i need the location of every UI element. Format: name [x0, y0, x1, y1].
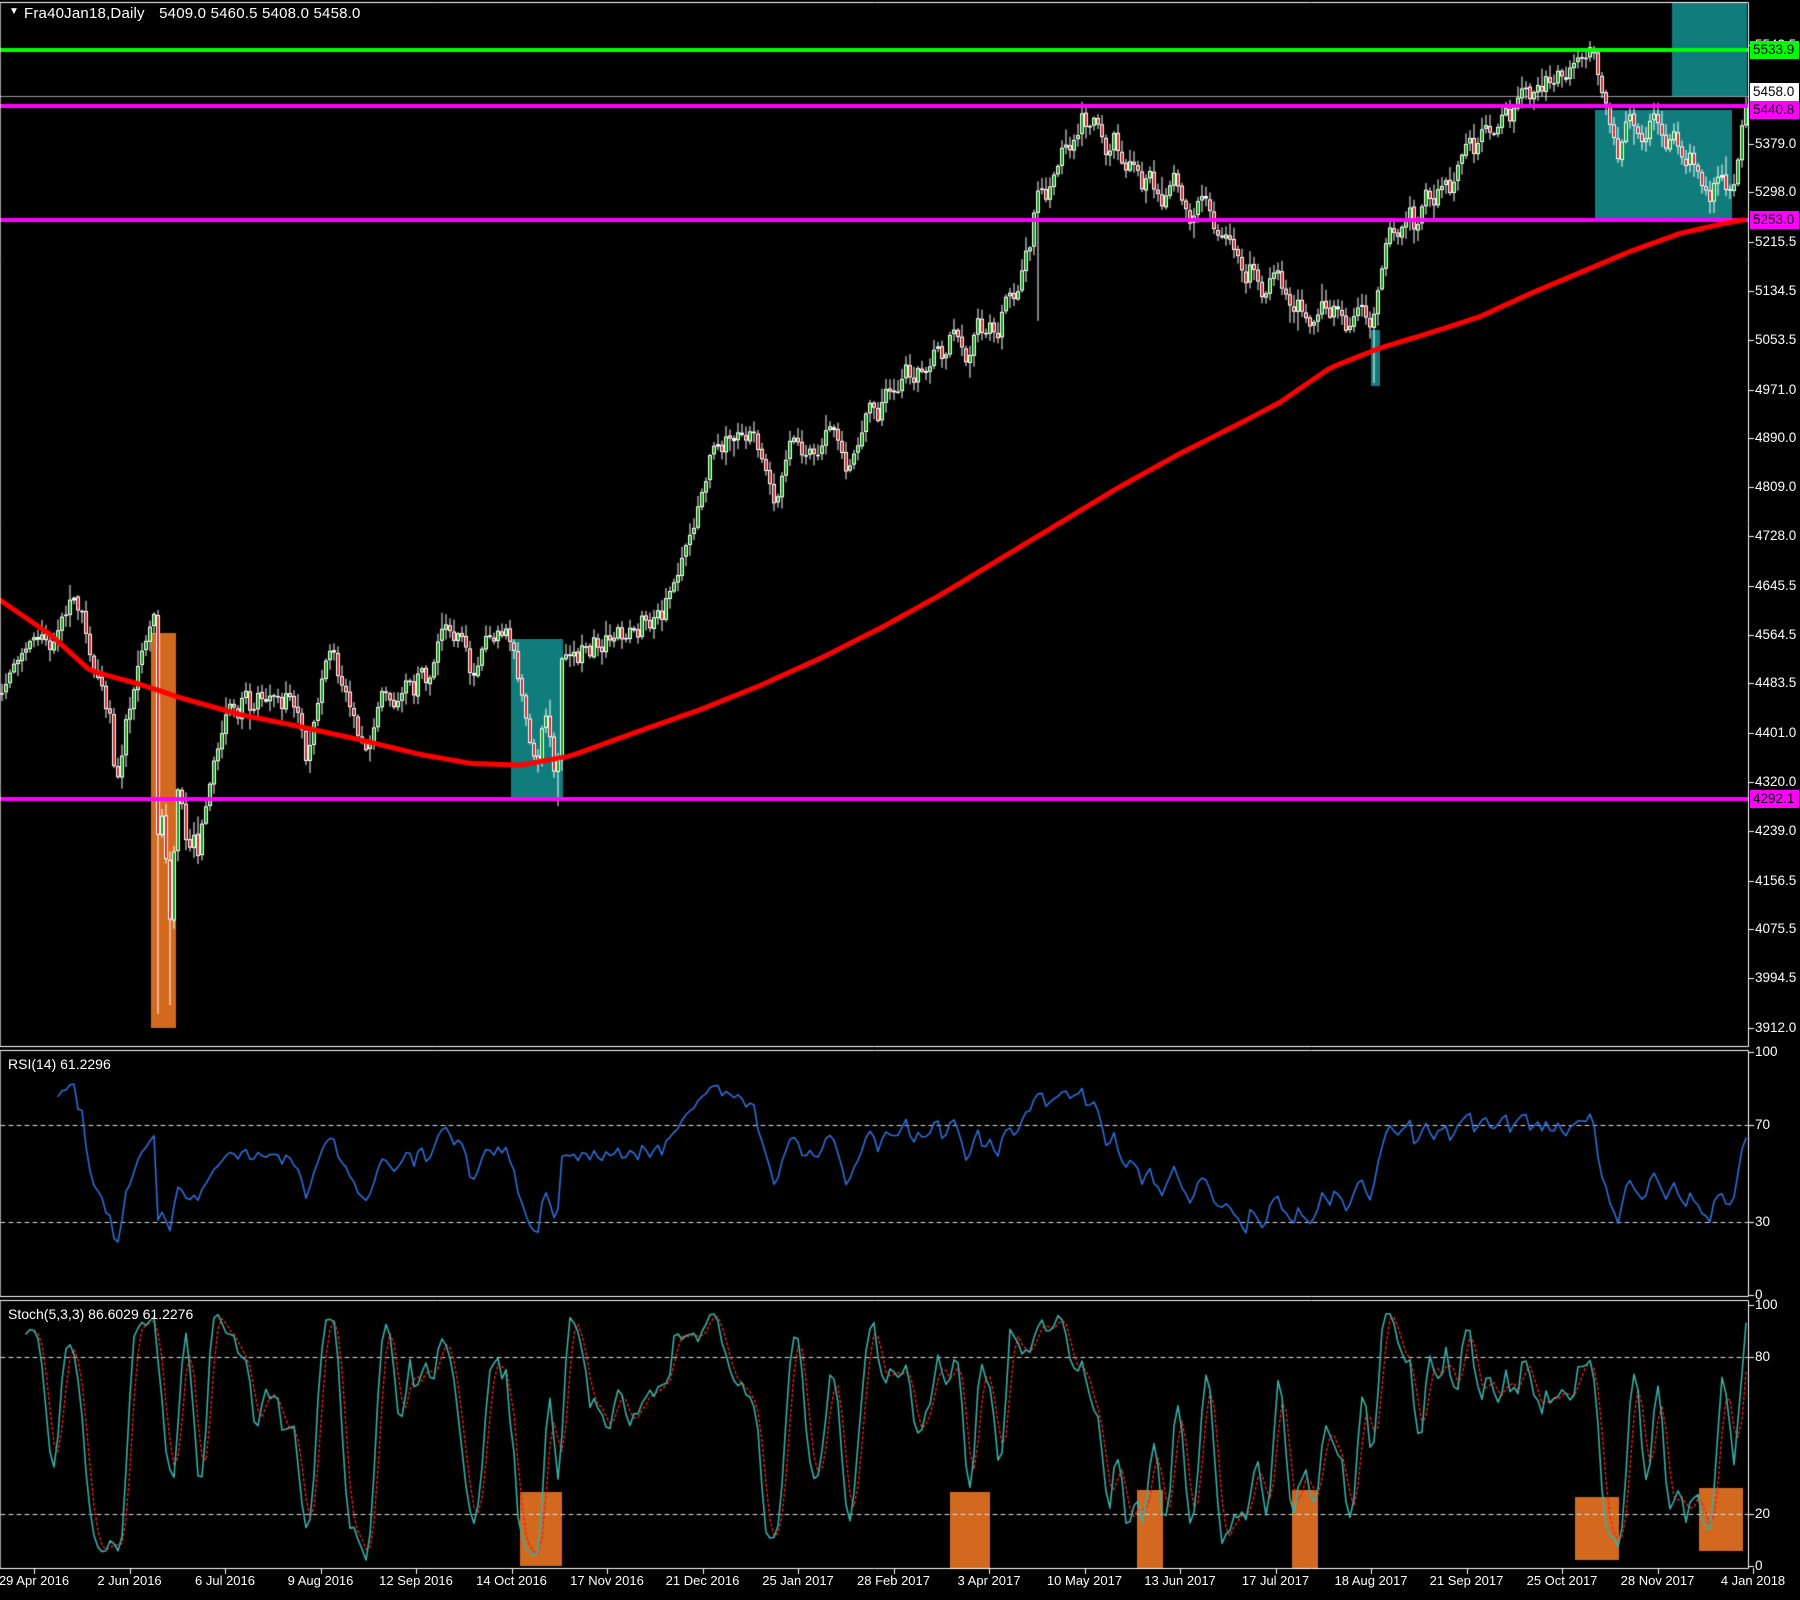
rsi-tick-label: 0 — [1755, 1286, 1763, 1302]
ohlc-readout: 5409.0 5460.5 5408.0 5458.0 — [159, 5, 361, 22]
rsi-tick-label: 70 — [1755, 1116, 1771, 1132]
price-tick-label: 5379.0 — [1755, 135, 1797, 151]
date-label: 2 Jun 2016 — [97, 1573, 162, 1588]
date-label: 4 Jan 2018 — [1720, 1573, 1786, 1588]
price-tick-label: 4320.0 — [1755, 774, 1797, 790]
price-tick-label: 4728.0 — [1755, 528, 1797, 544]
date-label: 6 Jul 2016 — [195, 1573, 255, 1588]
price-tag: 5458.0 — [1750, 82, 1799, 101]
stoch-indicator-label: Stoch(5,3,3) 86.6029 61.2276 — [8, 1306, 194, 1322]
date-label: 21 Dec 2016 — [665, 1573, 740, 1588]
date-label: 21 Sep 2017 — [1429, 1573, 1504, 1588]
price-tick-label: 4971.0 — [1755, 381, 1797, 397]
price-tick-label: 5053.5 — [1755, 331, 1797, 347]
price-tick-label: 4645.5 — [1755, 577, 1797, 593]
stoch-tick-label: 0 — [1755, 1558, 1763, 1573]
price-tick-label: 3994.5 — [1755, 970, 1797, 986]
stoch-tick-label: 80 — [1755, 1349, 1771, 1365]
price-tag: 5253.0 — [1750, 210, 1799, 229]
date-label: 25 Oct 2017 — [1526, 1573, 1598, 1588]
price-tick-label: 4075.5 — [1755, 921, 1797, 937]
date-label: 17 Jul 2017 — [1241, 1573, 1310, 1588]
date-label: 14 Oct 2016 — [476, 1573, 547, 1588]
date-label: 29 Apr 2016 — [0, 1573, 70, 1588]
date-label: 28 Feb 2017 — [856, 1573, 931, 1588]
price-tag: 5533.9 — [1750, 41, 1799, 60]
symbol-dropdown-icon[interactable]: ▼ — [9, 6, 19, 17]
price-tick-label: 3912.0 — [1755, 1019, 1797, 1035]
date-label: 9 Aug 2016 — [287, 1573, 354, 1588]
date-label: 25 Jan 2017 — [762, 1573, 834, 1588]
price-tick-label: 4156.5 — [1755, 872, 1797, 888]
date-label: 3 Apr 2017 — [957, 1573, 1021, 1588]
date-label: 10 May 2017 — [1046, 1573, 1123, 1588]
price-tag: 5440.8 — [1750, 101, 1799, 120]
price-tick-label: 4239.0 — [1755, 822, 1797, 838]
date-label: 17 Nov 2016 — [570, 1573, 644, 1588]
date-label: 18 Aug 2017 — [1334, 1573, 1408, 1588]
price-tick-label: 4401.0 — [1755, 725, 1797, 741]
symbol-period-label: Fra40Jan18,Daily — [24, 5, 145, 22]
price-tag: 4292.1 — [1750, 789, 1799, 808]
price-tick-label: 5134.5 — [1755, 282, 1797, 298]
price-tick-label: 4890.0 — [1755, 430, 1797, 446]
date-label: 12 Sep 2016 — [379, 1573, 453, 1588]
stoch-tick-label: 100 — [1755, 1297, 1778, 1312]
stoch-tick-label: 20 — [1755, 1505, 1771, 1521]
price-tick-label: 4809.0 — [1755, 479, 1797, 495]
chart-title: Fra40Jan18,Daily 5409.0 5460.5 5408.0 54… — [24, 5, 361, 22]
price-tick-label: 5215.5 — [1755, 234, 1797, 250]
date-label: 13 Jun 2017 — [1144, 1573, 1216, 1588]
price-tick-label: 5298.0 — [1755, 184, 1797, 200]
rsi-indicator-label: RSI(14) 61.2296 — [8, 1056, 111, 1072]
price-tick-label: 4564.5 — [1755, 626, 1797, 642]
rsi-tick-label: 30 — [1755, 1213, 1771, 1229]
rsi-tick-label: 100 — [1755, 1044, 1778, 1060]
price-tick-label: 4483.5 — [1755, 675, 1797, 691]
date-label: 28 Nov 2017 — [1620, 1573, 1695, 1588]
